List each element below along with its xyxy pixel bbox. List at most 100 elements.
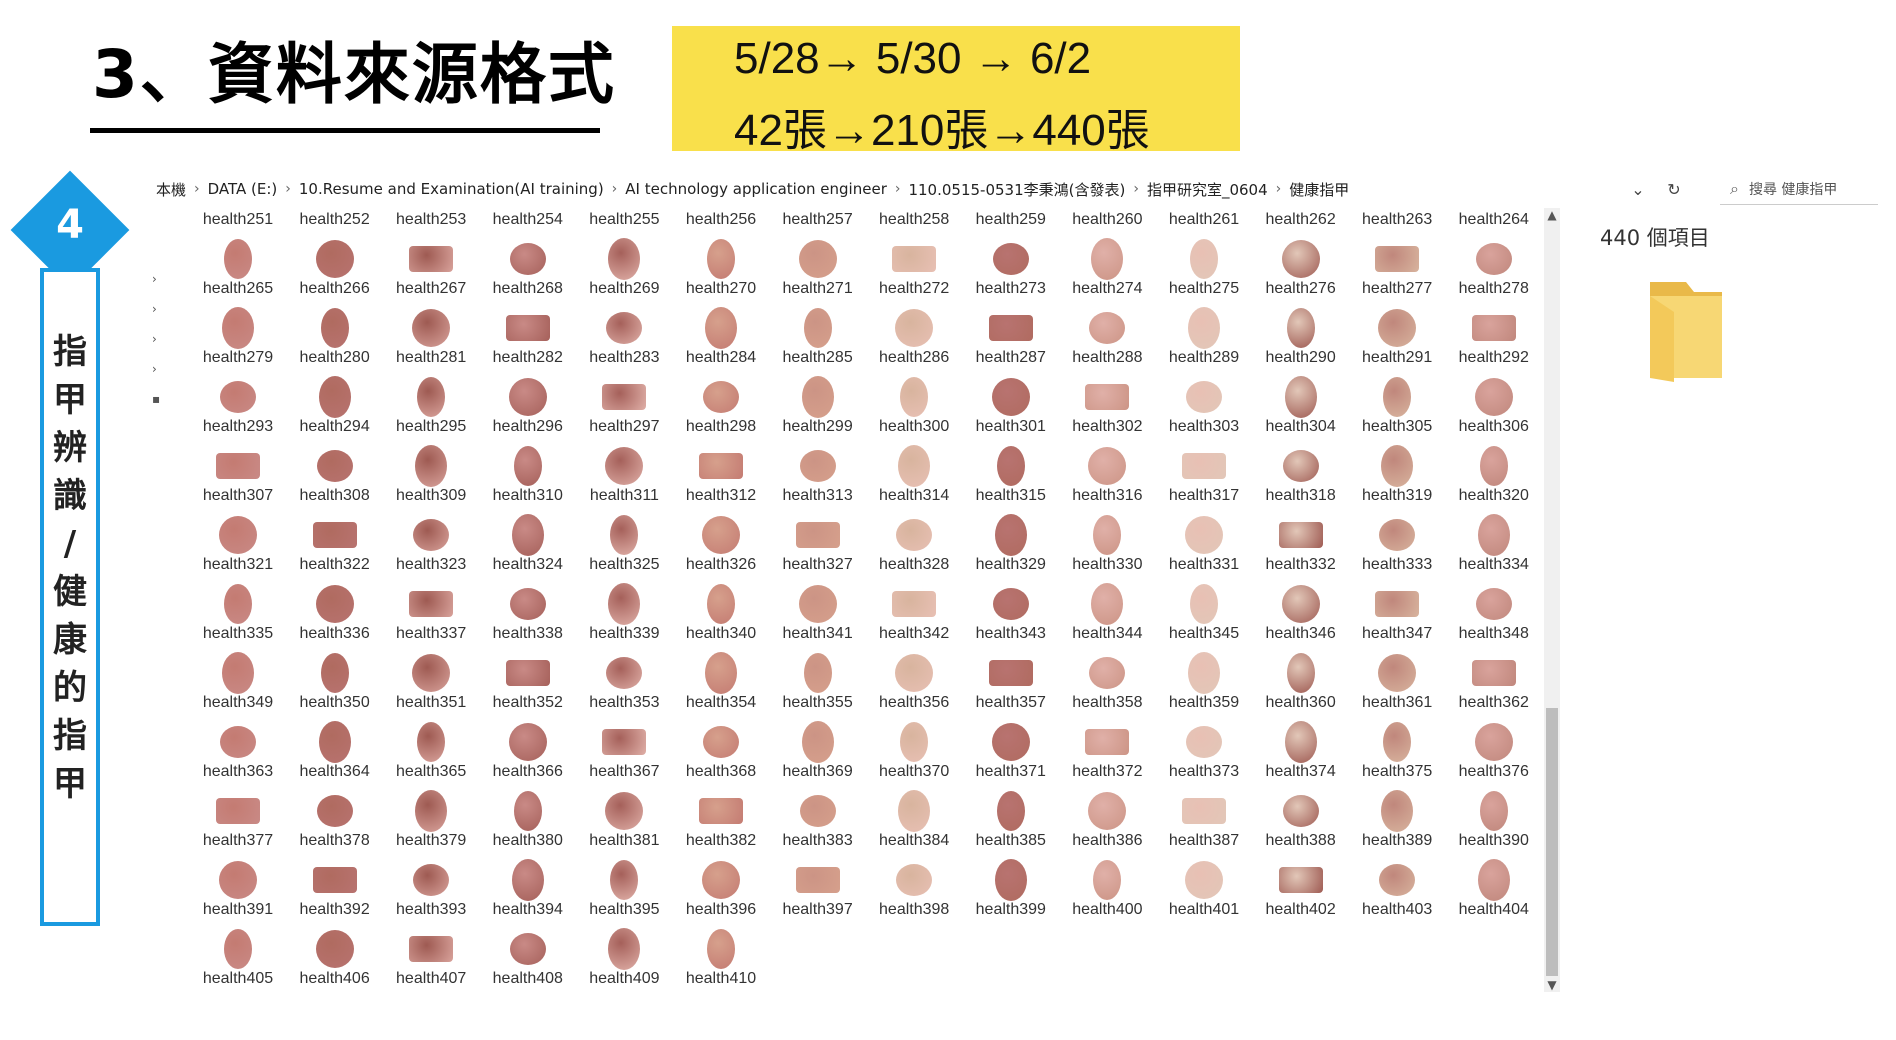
file-item[interactable]: health373: [1156, 712, 1252, 781]
file-item[interactable]: health255: [576, 160, 672, 229]
file-item[interactable]: health379: [383, 781, 479, 850]
scroll-up-icon[interactable]: ▲: [1547, 208, 1557, 222]
file-item[interactable]: health301: [963, 367, 1059, 436]
chevron-right-icon[interactable]: ›: [152, 362, 157, 376]
file-item[interactable]: health304: [1253, 367, 1349, 436]
file-item[interactable]: health331: [1156, 505, 1252, 574]
file-item[interactable]: health274: [1059, 229, 1155, 298]
file-item[interactable]: health285: [770, 298, 866, 367]
file-item[interactable]: health279: [190, 298, 286, 367]
file-item[interactable]: health262: [1253, 160, 1349, 229]
file-item[interactable]: health368: [673, 712, 769, 781]
file-item[interactable]: health333: [1349, 505, 1445, 574]
breadcrumb[interactable]: 本機 › DATA (E:) › 10.Resume and Examination(A…: [150, 172, 1680, 206]
file-item[interactable]: health254: [480, 160, 576, 229]
file-item[interactable]: health375: [1349, 712, 1445, 781]
file-item[interactable]: health355: [770, 643, 866, 712]
file-item[interactable]: health392: [287, 850, 383, 919]
file-item[interactable]: health259: [963, 160, 1059, 229]
file-item[interactable]: health339: [576, 574, 672, 643]
file-item[interactable]: health376: [1446, 712, 1542, 781]
file-item[interactable]: health403: [1349, 850, 1445, 919]
file-item[interactable]: health296: [480, 367, 576, 436]
file-item[interactable]: health303: [1156, 367, 1252, 436]
file-item[interactable]: health356: [866, 643, 962, 712]
file-item[interactable]: health281: [383, 298, 479, 367]
file-item[interactable]: health408: [480, 919, 576, 988]
file-item[interactable]: health280: [287, 298, 383, 367]
file-item[interactable]: health400: [1059, 850, 1155, 919]
file-item[interactable]: health284: [673, 298, 769, 367]
file-item[interactable]: health358: [1059, 643, 1155, 712]
file-item[interactable]: health393: [383, 850, 479, 919]
chevron-down-icon[interactable]: ⌄: [1631, 179, 1645, 199]
file-item[interactable]: health293: [190, 367, 286, 436]
file-item[interactable]: health340: [673, 574, 769, 643]
file-item[interactable]: health370: [866, 712, 962, 781]
file-item[interactable]: health366: [480, 712, 576, 781]
file-item[interactable]: health396: [673, 850, 769, 919]
file-item[interactable]: health271: [770, 229, 866, 298]
file-item[interactable]: health275: [1156, 229, 1252, 298]
file-item[interactable]: health401: [1156, 850, 1252, 919]
breadcrumb-item[interactable]: 指甲研究室_0604: [1146, 180, 1268, 199]
file-item[interactable]: health263: [1349, 160, 1445, 229]
file-item[interactable]: health253: [383, 160, 479, 229]
file-item[interactable]: health395: [576, 850, 672, 919]
file-item[interactable]: health267: [383, 229, 479, 298]
file-item[interactable]: health307: [190, 436, 286, 505]
file-item[interactable]: health265: [190, 229, 286, 298]
file-item[interactable]: health286: [866, 298, 962, 367]
file-item[interactable]: health353: [576, 643, 672, 712]
file-item[interactable]: health354: [673, 643, 769, 712]
vertical-scrollbar[interactable]: ▲ ▼: [1544, 208, 1560, 992]
file-item[interactable]: health272: [866, 229, 962, 298]
file-item[interactable]: health295: [383, 367, 479, 436]
file-item[interactable]: health320: [1446, 436, 1542, 505]
file-item[interactable]: health378: [287, 781, 383, 850]
file-item[interactable]: health372: [1059, 712, 1155, 781]
file-item[interactable]: health409: [576, 919, 672, 988]
file-item[interactable]: health344: [1059, 574, 1155, 643]
file-item[interactable]: health266: [287, 229, 383, 298]
file-item[interactable]: health309: [383, 436, 479, 505]
file-item[interactable]: health337: [383, 574, 479, 643]
navigation-pane[interactable]: › › › › ▪: [150, 208, 170, 998]
file-item[interactable]: health383: [770, 781, 866, 850]
file-item[interactable]: health351: [383, 643, 479, 712]
file-item[interactable]: health350: [287, 643, 383, 712]
file-item[interactable]: health407: [383, 919, 479, 988]
file-item[interactable]: health278: [1446, 229, 1542, 298]
file-item[interactable]: health277: [1349, 229, 1445, 298]
file-item[interactable]: health365: [383, 712, 479, 781]
file-item[interactable]: health385: [963, 781, 1059, 850]
file-item[interactable]: health386: [1059, 781, 1155, 850]
file-item[interactable]: health290: [1253, 298, 1349, 367]
file-item[interactable]: health311: [576, 436, 672, 505]
file-item[interactable]: health297: [576, 367, 672, 436]
scrollbar-thumb[interactable]: [1546, 708, 1558, 976]
file-item[interactable]: health374: [1253, 712, 1349, 781]
file-item[interactable]: health261: [1156, 160, 1252, 229]
file-item[interactable]: health317: [1156, 436, 1252, 505]
file-item[interactable]: health288: [1059, 298, 1155, 367]
breadcrumb-item[interactable]: 110.0515-0531李秉鴻(含發表): [908, 180, 1126, 199]
file-item[interactable]: health292: [1446, 298, 1542, 367]
breadcrumb-item[interactable]: DATA (E:): [207, 180, 278, 198]
file-item[interactable]: health371: [963, 712, 1059, 781]
file-item[interactable]: health397: [770, 850, 866, 919]
file-item[interactable]: health329: [963, 505, 1059, 574]
file-item[interactable]: health343: [963, 574, 1059, 643]
file-item[interactable]: health341: [770, 574, 866, 643]
file-item[interactable]: health283: [576, 298, 672, 367]
file-item[interactable]: health269: [576, 229, 672, 298]
file-item[interactable]: health335: [190, 574, 286, 643]
network-icon[interactable]: ▪: [152, 392, 161, 406]
file-item[interactable]: health405: [190, 919, 286, 988]
file-item[interactable]: health305: [1349, 367, 1445, 436]
file-item[interactable]: health349: [190, 643, 286, 712]
file-item[interactable]: health264: [1446, 160, 1542, 229]
file-item[interactable]: health348: [1446, 574, 1542, 643]
file-item[interactable]: health382: [673, 781, 769, 850]
file-item[interactable]: health394: [480, 850, 576, 919]
